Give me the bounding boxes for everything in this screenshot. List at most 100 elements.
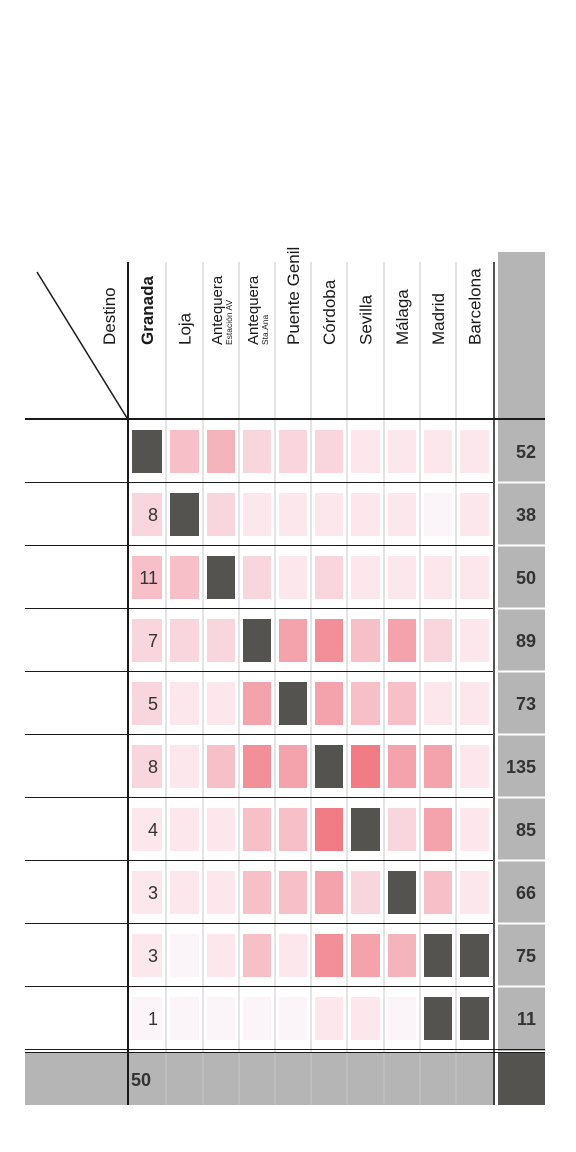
column-header-label: Madrid	[429, 293, 448, 345]
granada-value: 3	[148, 946, 158, 966]
column-header-label: Loja	[176, 312, 195, 345]
heatmap-cell	[388, 493, 416, 536]
column-header-label: Sevilla	[357, 294, 376, 345]
heatmap-cell	[207, 808, 235, 851]
heatmap-cell	[170, 808, 199, 851]
heatmap-cell	[315, 997, 343, 1040]
granada-value: 7	[148, 631, 158, 651]
heatmap-cell	[388, 997, 416, 1040]
heatmap-cell	[132, 808, 162, 851]
heatmap-cell	[170, 493, 199, 536]
heatmap-cell	[315, 871, 343, 914]
heatmap-cell	[460, 997, 489, 1040]
heatmap-cell	[460, 808, 489, 851]
heatmap-cell	[424, 808, 452, 851]
column-header-label: Málaga	[393, 289, 412, 345]
row-total-value: 75	[516, 946, 536, 966]
heatmap-cell	[351, 430, 380, 473]
column-header-label: Antequera	[245, 275, 262, 345]
heatmap-cell	[132, 934, 162, 977]
heatmap-cell	[243, 493, 271, 536]
column-header-label: Barcelona	[466, 268, 485, 345]
heatmap-cell	[207, 997, 235, 1040]
heatmap-cell	[279, 430, 307, 473]
heatmap-cell	[132, 871, 162, 914]
heatmap-cell	[279, 556, 307, 599]
heatmap-cell	[351, 619, 380, 662]
row-total-value: 38	[516, 505, 536, 525]
row-total-value: 66	[516, 883, 536, 903]
row-total-value: 50	[516, 568, 536, 588]
heatmap-cell	[132, 997, 162, 1040]
row-total-value: 52	[516, 442, 536, 462]
heatmap-cell	[315, 808, 343, 851]
heatmap-cell	[315, 430, 343, 473]
heatmap-cell	[279, 997, 307, 1040]
heatmap-cell	[207, 619, 235, 662]
heatmap-cell	[460, 619, 489, 662]
heatmap-cell	[207, 682, 235, 725]
heatmap-cell	[279, 493, 307, 536]
heatmap-cell	[424, 682, 452, 725]
heatmap-cell	[170, 556, 199, 599]
granada-value: 4	[148, 820, 158, 840]
heatmap-cell	[279, 808, 307, 851]
heatmap-cell	[170, 934, 199, 977]
heatmap-cell	[424, 934, 452, 977]
heatmap-cell	[351, 934, 380, 977]
heatmap-cell	[170, 430, 199, 473]
column-header-sublabel: Sta.Ana	[260, 314, 270, 345]
heatmap-cell	[132, 745, 162, 788]
heatmap-cell	[170, 871, 199, 914]
granada-value: 5	[148, 694, 158, 714]
heatmap-cell	[388, 808, 416, 851]
corner-label-destino: Destino	[100, 287, 119, 345]
heatmap-cell	[351, 556, 380, 599]
row-total-value: 89	[516, 631, 536, 651]
totals-column-bg	[498, 252, 545, 1051]
heatmap-cell	[132, 682, 162, 725]
heatmap-cell	[243, 808, 271, 851]
heatmap-cell	[351, 682, 380, 725]
heatmap-cell	[460, 430, 489, 473]
granada-value: 1	[148, 1009, 158, 1029]
heatmap-cell	[351, 745, 380, 788]
heatmap-cell	[132, 556, 162, 599]
heatmap-cell	[243, 871, 271, 914]
grand-total-value: 50	[131, 1070, 151, 1090]
heatmap-cell	[207, 430, 235, 473]
heatmap-cell	[460, 871, 489, 914]
heatmap-cell	[243, 619, 271, 662]
heatmap-cell	[460, 682, 489, 725]
heatmap-cell	[424, 871, 452, 914]
column-header-label: Antequera	[209, 275, 226, 345]
column-header-sublabel: Estación AV	[224, 299, 234, 345]
row-total-value: 135	[506, 757, 536, 777]
corner-diagonal-line	[36, 271, 128, 419]
heatmap-cell	[132, 619, 162, 662]
row-total-value: 73	[516, 694, 536, 714]
heatmap-cell	[424, 619, 452, 662]
heatmap-cell	[424, 556, 452, 599]
heatmap-cell	[315, 934, 343, 977]
column-header-label: Granada	[138, 275, 157, 345]
heatmap-cell	[351, 808, 380, 851]
heatmap-cell	[243, 556, 271, 599]
granada-value: 3	[148, 883, 158, 903]
heatmap-cell	[170, 997, 199, 1040]
heatmap-cell	[388, 934, 416, 977]
heatmap-cell	[207, 745, 235, 788]
heatmap-cell	[388, 556, 416, 599]
heatmap-cell	[315, 619, 343, 662]
heatmap-cell	[388, 430, 416, 473]
heatmap-cell	[460, 745, 489, 788]
heatmap-cell	[424, 745, 452, 788]
heatmap-cell	[243, 997, 271, 1040]
heatmap-cell	[243, 430, 271, 473]
heatmap-cell	[132, 430, 162, 473]
row-total-value: 11	[517, 1009, 536, 1029]
heatmap-cell	[315, 745, 343, 788]
heatmap-cell	[243, 934, 271, 977]
heatmap-cell	[279, 619, 307, 662]
